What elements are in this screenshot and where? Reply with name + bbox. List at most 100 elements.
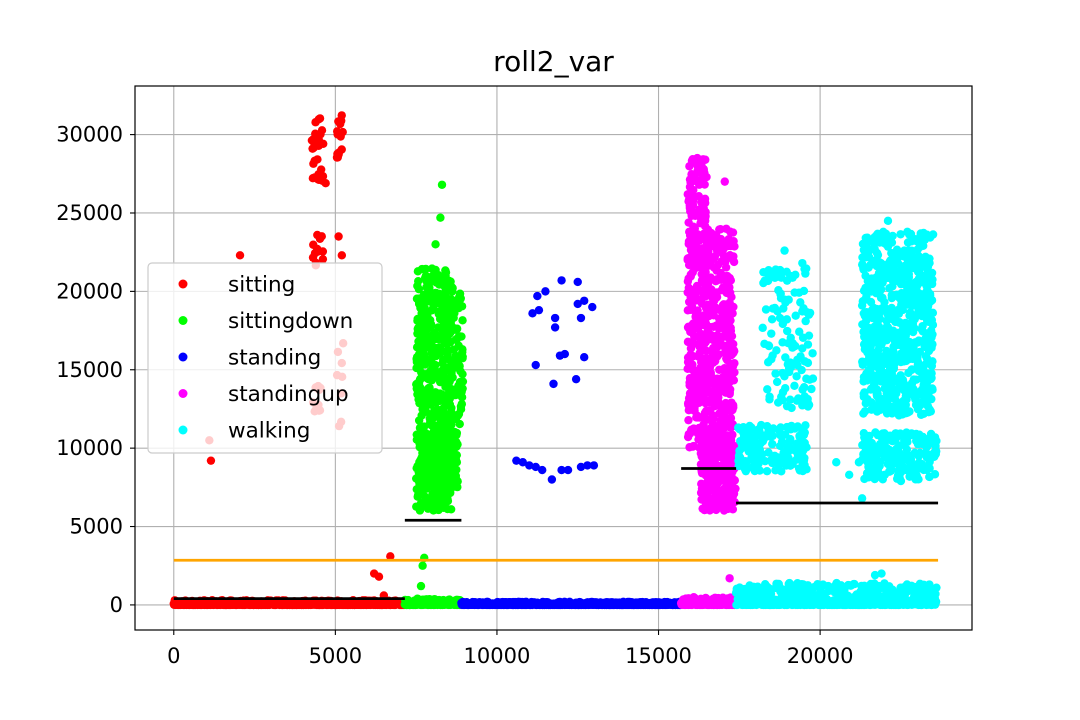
data-point (683, 190, 692, 199)
data-point (321, 178, 330, 188)
data-point (744, 442, 754, 451)
data-point (313, 247, 322, 256)
data-point (434, 461, 443, 471)
data-point (799, 456, 809, 465)
data-point (701, 291, 710, 300)
data-point (685, 162, 694, 171)
data-point (702, 242, 712, 251)
data-point (419, 455, 428, 464)
data-point (859, 309, 869, 318)
data-point (709, 357, 718, 367)
data-point (764, 265, 773, 275)
data-point (417, 390, 427, 399)
data-point (804, 331, 814, 340)
data-point (928, 385, 937, 394)
data-point (455, 355, 464, 364)
data-point (740, 460, 750, 470)
data-point (798, 466, 807, 476)
data-point (450, 427, 459, 437)
data-point (309, 240, 318, 249)
data-point (716, 377, 726, 387)
data-point (725, 574, 734, 583)
data-point (550, 323, 560, 332)
data-point (784, 422, 793, 432)
data-point (704, 303, 714, 313)
data-point (778, 319, 788, 329)
data-point (714, 393, 723, 402)
data-point (436, 213, 445, 222)
data-point (452, 475, 461, 485)
data-point (448, 389, 457, 399)
data-point (415, 506, 425, 515)
data-point (431, 351, 441, 361)
data-point (447, 282, 456, 292)
data-point (777, 392, 786, 401)
data-point (694, 285, 703, 295)
data-point (728, 309, 737, 318)
data-point (455, 289, 465, 298)
data-point (863, 376, 872, 385)
data-point (436, 478, 446, 488)
data-point (701, 232, 711, 241)
data-point (683, 323, 693, 332)
data-point (723, 504, 733, 514)
data-point (697, 467, 707, 477)
data-point (725, 453, 734, 463)
data-point (696, 329, 705, 339)
data-point (728, 362, 738, 371)
data-point (904, 246, 913, 255)
data-point (887, 293, 897, 303)
data-point (458, 316, 467, 325)
data-point (335, 119, 345, 129)
data-point (711, 321, 721, 331)
data-point (860, 407, 870, 416)
data-point (443, 364, 452, 374)
data-point (783, 449, 792, 458)
data-point (414, 284, 424, 294)
data-point (576, 313, 586, 323)
data-point (440, 500, 449, 509)
data-point (716, 500, 725, 510)
data-point (439, 336, 449, 345)
data-point (534, 305, 544, 315)
data-point (695, 348, 704, 358)
data-point (419, 407, 428, 416)
data-point (693, 153, 702, 163)
data-point (685, 443, 694, 452)
data-point (715, 402, 725, 411)
data-point (444, 374, 454, 383)
data-point (694, 398, 704, 408)
data-point (691, 324, 700, 333)
data-point (786, 434, 795, 444)
data-point (337, 251, 347, 260)
data-point (438, 293, 447, 302)
series-sittingdown (400, 180, 468, 610)
data-point (706, 406, 715, 415)
data-point (803, 402, 813, 411)
data-point (336, 132, 345, 141)
data-point (729, 475, 738, 484)
data-point (862, 369, 871, 378)
data-point (308, 173, 318, 183)
data-point (439, 300, 449, 309)
data-point (415, 423, 425, 433)
data-point (765, 392, 774, 401)
data-point (701, 198, 710, 208)
data-point (428, 489, 437, 499)
data-point (801, 421, 810, 430)
data-point (912, 375, 921, 384)
data-point (701, 212, 710, 221)
data-point (512, 456, 521, 465)
data-point (918, 391, 927, 400)
data-point (432, 277, 441, 286)
data-point (782, 326, 792, 336)
data-point (791, 270, 800, 280)
data-point (425, 278, 434, 287)
data-point (688, 337, 697, 347)
data-point (783, 442, 792, 451)
data-point (782, 276, 792, 285)
data-point (686, 245, 696, 255)
data-point (799, 446, 808, 455)
data-point (310, 156, 319, 166)
data-point (444, 464, 453, 473)
